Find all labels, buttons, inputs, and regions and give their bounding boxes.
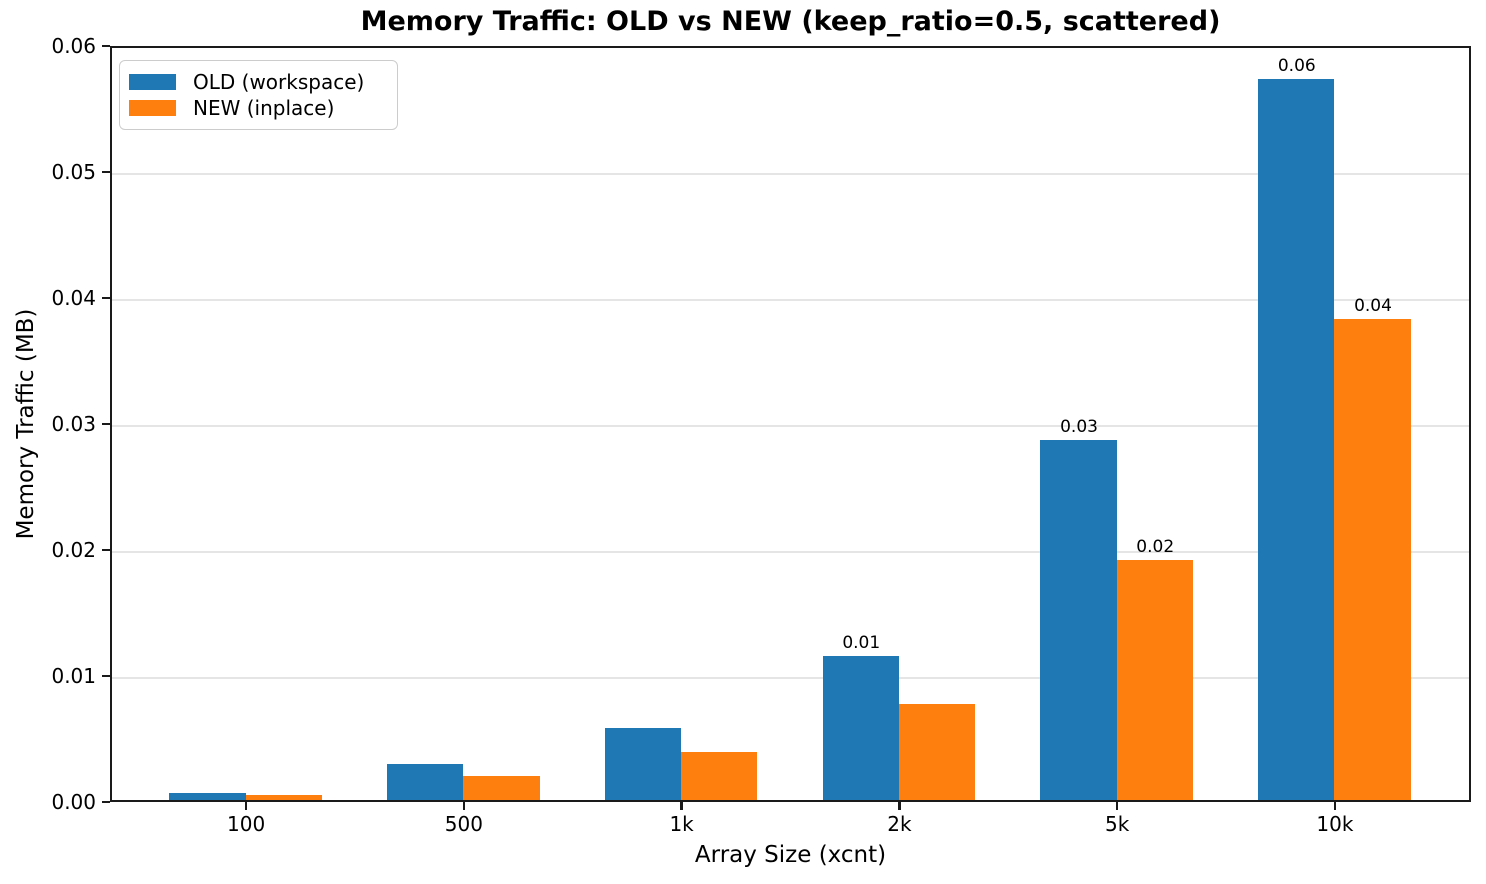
- y-tick-label: 0.06: [51, 34, 96, 58]
- gridline: [112, 425, 1469, 427]
- bar-new-2k: [898, 703, 976, 800]
- legend-label-old: OLD (workspace): [193, 70, 365, 94]
- bar-new-5k: [1116, 559, 1193, 800]
- bar-value-label-old-2k: 0.01: [842, 632, 881, 653]
- x-tick-mark: [898, 802, 901, 810]
- y-tick-mark: [102, 422, 110, 426]
- x-tick-label: 1k: [669, 812, 694, 836]
- bar-value-label-new-10k: 0.04: [1354, 296, 1392, 317]
- x-tick-mark: [462, 802, 466, 810]
- bar-new-100: [245, 795, 322, 800]
- bar-old-500: [387, 763, 464, 800]
- bar-old-2k: [822, 655, 899, 800]
- y-tick-label: 0.05: [51, 160, 96, 184]
- y-tick-label: 0.01: [51, 664, 96, 688]
- y-tick-label: 0.02: [51, 538, 96, 562]
- bar-old-10k: [1258, 79, 1335, 800]
- bar-value-label-new-5k: 0.02: [1136, 536, 1175, 557]
- legend-swatch-new-icon: [129, 100, 176, 116]
- x-tick-mark: [244, 802, 248, 810]
- legend: OLD (workspace) NEW (inplace): [119, 60, 398, 130]
- x-tick-label: 500: [444, 812, 483, 836]
- y-tick-mark: [102, 548, 110, 552]
- gridline: [112, 299, 1469, 301]
- bar-old-1k: [604, 727, 682, 800]
- x-tick-mark: [1333, 802, 1337, 810]
- legend-item-old: OLD (workspace): [129, 70, 385, 94]
- x-tick-label: 10k: [1316, 812, 1354, 836]
- gridline: [112, 551, 1469, 553]
- y-tick-label: 0.00: [51, 790, 96, 814]
- chart-title: Memory Traffic: OLD vs NEW (keep_ratio=0…: [360, 6, 1221, 37]
- y-tick-label: 0.04: [51, 286, 96, 310]
- y-tick-label: 0.03: [51, 412, 96, 436]
- gridline: [112, 677, 1469, 679]
- y-tick-mark: [102, 44, 110, 48]
- y-tick-mark: [102, 296, 110, 300]
- bar-new-500: [463, 775, 540, 800]
- x-tick-mark: [680, 802, 683, 810]
- plot-area: [110, 46, 1471, 802]
- y-tick-mark: [102, 800, 110, 804]
- legend-swatch-old-icon: [129, 74, 176, 90]
- legend-item-new: NEW (inplace): [129, 96, 385, 120]
- x-tick-label: 100: [227, 812, 266, 836]
- bar-new-1k: [681, 752, 758, 800]
- gridline: [112, 173, 1469, 175]
- x-tick-mark: [1115, 802, 1119, 810]
- x-tick-label: 5k: [1104, 812, 1130, 836]
- bar-new-10k: [1334, 319, 1411, 800]
- x-tick-label: 2k: [887, 812, 912, 836]
- bar-old-100: [169, 792, 246, 800]
- y-tick-mark: [102, 674, 110, 678]
- legend-label-new: NEW (inplace): [193, 96, 335, 120]
- bar-old-5k: [1040, 439, 1117, 800]
- bar-value-label-old-10k: 0.06: [1277, 56, 1316, 77]
- bar-value-label-old-5k: 0.03: [1060, 416, 1098, 437]
- y-tick-mark: [102, 170, 110, 174]
- x-axis-label: Array Size (xcnt): [694, 842, 887, 868]
